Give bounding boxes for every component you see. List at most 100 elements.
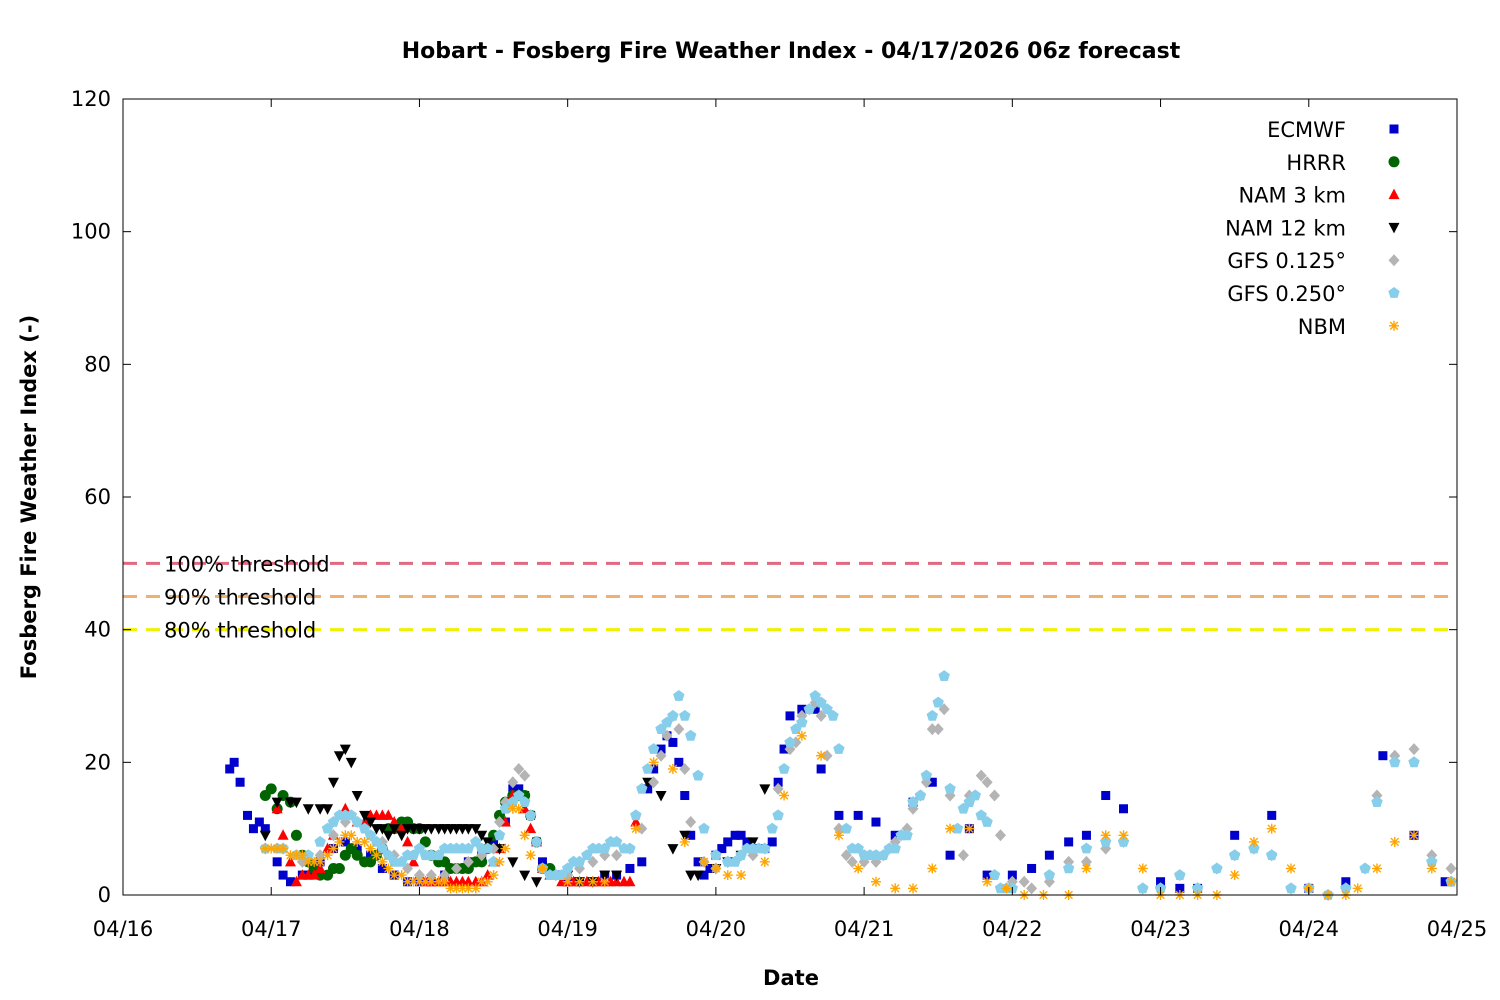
data-point [710, 863, 721, 874]
data-point [759, 856, 770, 867]
data-point [513, 789, 525, 801]
data-point [779, 744, 789, 754]
data-point [573, 855, 586, 867]
data-point [1340, 882, 1352, 894]
data-point [476, 830, 488, 842]
data-point [1408, 756, 1420, 768]
data-point [914, 789, 927, 801]
legend-label: GFS 0.125° [1227, 249, 1346, 273]
data-point [451, 862, 462, 875]
data-point [519, 769, 531, 782]
points-layer [225, 670, 1457, 901]
data-point [351, 816, 363, 827]
data-point [425, 849, 437, 861]
data-point [667, 763, 678, 774]
legend-label: NAM 3 km [1238, 184, 1346, 208]
data-point [932, 696, 944, 708]
data-point [488, 870, 499, 881]
data-point [225, 764, 235, 774]
data-point [462, 855, 474, 868]
data-point [722, 870, 733, 881]
data-point [785, 711, 795, 721]
data-point [871, 817, 881, 827]
legend-marker [1388, 156, 1400, 168]
data-point [462, 842, 475, 854]
data-point [402, 835, 414, 847]
data-point [1341, 877, 1351, 887]
series-6 [260, 730, 1457, 900]
data-point [1100, 830, 1111, 841]
data-point [778, 763, 790, 774]
x-tick-label: 04/20 [686, 917, 747, 941]
data-point [699, 870, 709, 880]
data-point [1156, 877, 1166, 887]
data-point [1027, 863, 1037, 873]
data-point [1081, 863, 1092, 874]
legend-marker [1388, 222, 1400, 234]
legend-label: NBM [1298, 315, 1346, 339]
data-point [679, 836, 690, 847]
y-tick-label: 80 [84, 352, 111, 376]
data-point [668, 737, 678, 747]
data-point [327, 777, 339, 789]
data-point [815, 696, 827, 708]
data-point [649, 764, 659, 774]
x-tick-label: 04/22 [982, 917, 1043, 941]
y-tick-label: 100 [71, 220, 111, 244]
data-point [419, 836, 431, 848]
data-point [989, 789, 1001, 802]
data-point [667, 709, 679, 721]
data-point [981, 816, 993, 827]
data-point [920, 769, 933, 781]
data-point [513, 803, 524, 814]
data-point [346, 830, 357, 841]
data-point [290, 829, 302, 841]
data-point [278, 870, 288, 880]
data-point [481, 842, 494, 854]
data-point [1063, 862, 1075, 874]
data-point [507, 776, 519, 789]
data-point [1174, 869, 1186, 880]
data-point [339, 744, 351, 756]
data-point [685, 816, 697, 829]
data-point [599, 870, 611, 882]
data-point [302, 804, 314, 815]
data-point [994, 829, 1006, 842]
data-point [1191, 882, 1204, 894]
data-point [1018, 875, 1030, 888]
data-point [705, 863, 715, 873]
x-axis-label: Date [763, 966, 819, 990]
data-point [1101, 791, 1111, 800]
data-point [1266, 823, 1277, 834]
data-point [680, 791, 690, 800]
y-tick-label: 40 [84, 618, 111, 642]
data-point [944, 782, 956, 794]
data-point [345, 809, 357, 821]
data-point [736, 830, 746, 840]
data-point [927, 777, 937, 787]
data-point [870, 849, 882, 861]
data-point [476, 856, 488, 868]
data-point [340, 837, 350, 847]
data-point [723, 837, 733, 847]
data-point [833, 743, 845, 754]
data-point [698, 822, 710, 834]
data-point [1001, 883, 1012, 894]
legend-marker [1388, 254, 1400, 267]
data-point [1175, 883, 1185, 893]
data-point [376, 824, 388, 835]
threshold-label: 80% threshold [164, 619, 316, 643]
data-point [767, 837, 777, 847]
legend: ECMWF HRRR NAM 3 km NAM 12 km GFS 0.125° GFS … [1225, 118, 1400, 339]
data-point [314, 804, 326, 815]
data-point [840, 822, 852, 834]
data-point [833, 830, 844, 841]
y-tick-label: 0 [98, 883, 111, 907]
data-point [519, 870, 531, 882]
data-point [964, 823, 975, 834]
data-point [382, 830, 394, 842]
data-point [674, 757, 684, 767]
data-point [358, 822, 371, 834]
legend-marker [1389, 124, 1399, 134]
